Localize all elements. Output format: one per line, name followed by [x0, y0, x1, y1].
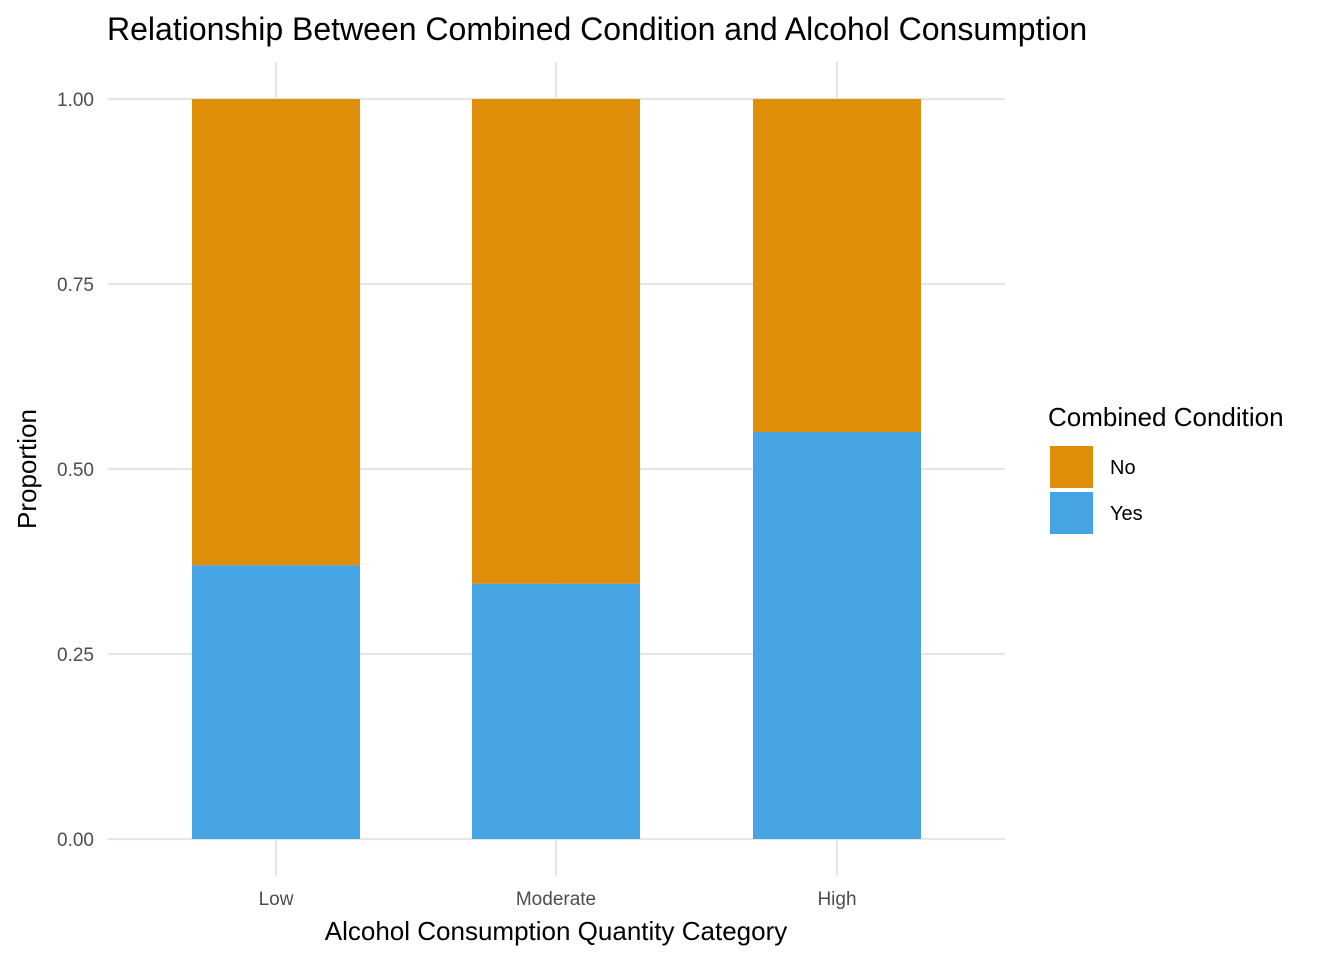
- x-tick-label: Low: [259, 889, 294, 910]
- ticks-layer: 0.00 0.25 0.50 0.75 1.00 Low Moderate High: [57, 90, 857, 910]
- y-tick-label: 0.50: [57, 460, 94, 481]
- legend-items: No Yes: [1050, 446, 1143, 534]
- bar-yes-high: [753, 432, 921, 839]
- legend-label-no: No: [1110, 457, 1136, 479]
- chart-title: Relationship Between Combined Condition …: [107, 11, 1087, 47]
- y-axis-title: Proportion: [12, 409, 42, 529]
- legend: Combined Condition No Yes: [1048, 402, 1284, 534]
- bars-layer: [192, 99, 921, 839]
- legend-swatch-yes: [1050, 492, 1093, 534]
- bar-no-moderate: [472, 99, 640, 584]
- x-tick-label: Moderate: [516, 889, 596, 910]
- x-axis-title: Alcohol Consumption Quantity Category: [325, 916, 787, 946]
- legend-swatch-no: [1050, 446, 1093, 488]
- legend-title: Combined Condition: [1048, 402, 1284, 432]
- y-tick-label: 0.75: [57, 275, 94, 296]
- bar-yes-low: [192, 565, 360, 839]
- legend-label-yes: Yes: [1110, 503, 1143, 525]
- x-tick-label: High: [817, 889, 856, 910]
- bar-no-low: [192, 99, 360, 566]
- bar-no-high: [753, 99, 921, 432]
- y-tick-label: 0.25: [57, 645, 94, 666]
- y-tick-label: 1.00: [57, 90, 94, 111]
- bar-yes-moderate: [472, 583, 640, 839]
- y-tick-label: 0.00: [57, 830, 94, 851]
